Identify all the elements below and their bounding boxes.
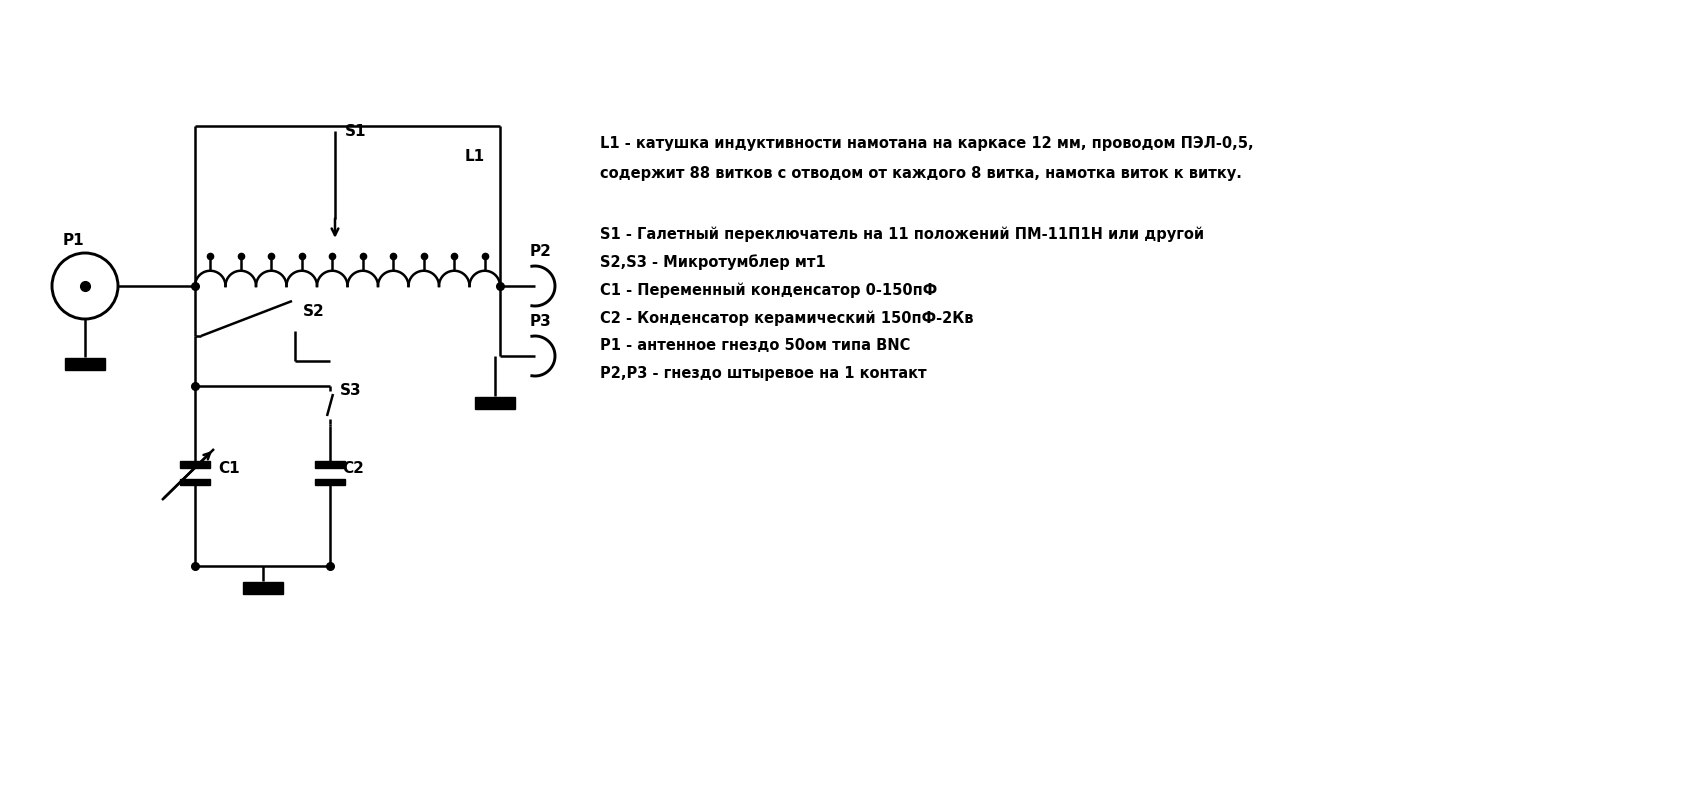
Text: L1: L1 <box>464 149 484 164</box>
Text: L1 - катушка индуктивности намотана на каркасе 12 мм, проводом ПЭЛ-0,5,: L1 - катушка индуктивности намотана на к… <box>599 136 1254 151</box>
Text: C2: C2 <box>343 461 365 476</box>
Bar <box>474 397 515 409</box>
Text: P2: P2 <box>530 244 552 259</box>
Text: Р2,Р3 - гнездо штыревое на 1 контакт: Р2,Р3 - гнездо штыревое на 1 контакт <box>599 366 927 381</box>
Bar <box>316 479 344 485</box>
Text: S2: S2 <box>304 304 324 319</box>
Text: S2,S3 - Микротумблер мт1: S2,S3 - Микротумблер мт1 <box>599 254 825 270</box>
Bar <box>66 358 105 370</box>
Text: S3: S3 <box>339 383 361 398</box>
Text: C1 - Переменный конденсатор 0-150пФ: C1 - Переменный конденсатор 0-150пФ <box>599 282 937 297</box>
Text: S1: S1 <box>344 124 366 139</box>
Text: P1: P1 <box>62 233 84 248</box>
Text: Р1 - антенное гнездо 50ом типа BNC: Р1 - антенное гнездо 50ом типа BNC <box>599 338 910 353</box>
Text: содержит 88 витков с отводом от каждого 8 витка, намотка виток к витку.: содержит 88 витков с отводом от каждого … <box>599 166 1242 181</box>
Bar <box>181 461 209 467</box>
Bar <box>181 479 209 485</box>
Bar <box>316 461 344 467</box>
Bar <box>243 582 282 594</box>
Text: S1 - Галетный переключатель на 11 положений ПМ-11П1Н или другой: S1 - Галетный переключатель на 11 положе… <box>599 226 1204 241</box>
Text: C1: C1 <box>218 461 240 476</box>
Text: C2 - Конденсатор керамический 150пФ-2Кв: C2 - Конденсатор керамический 150пФ-2Кв <box>599 310 974 326</box>
Text: P3: P3 <box>530 314 552 329</box>
